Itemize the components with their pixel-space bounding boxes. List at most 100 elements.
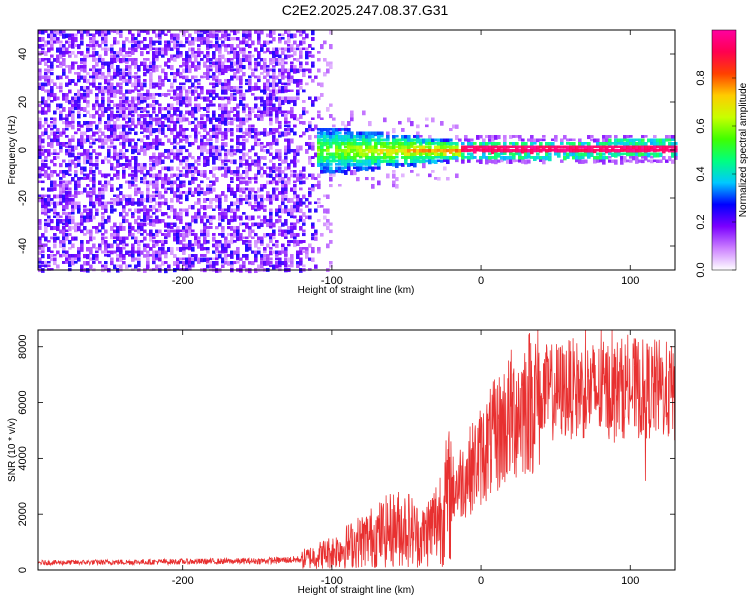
spectrogram-cell [239,124,243,129]
spectrogram-cell [320,82,324,88]
spectrogram-cell [275,117,279,121]
spectrogram-cell [101,89,105,95]
spectrogram-cell [197,198,201,203]
spectrogram-cell [143,72,147,77]
spectrogram-cell [275,82,279,87]
spectrogram-cell [245,103,249,108]
spectrogram-cell [674,152,678,157]
colorbar-ticks: 0.00.20.40.60.8 [695,70,736,278]
spectrogram-cell [56,47,60,53]
spectrogram-cell [122,100,126,104]
spectrogram-cell [428,149,432,154]
spectrogram-cell [224,82,228,87]
spectrogram-cell [101,86,105,91]
spectrogram-cell [650,142,654,145]
spectrogram-cell [98,243,102,249]
spectrogram-cell [239,86,243,89]
spectrogram-cell [56,86,60,90]
spectrogram-cell [209,184,213,188]
spectrogram-cell [284,121,288,124]
spectrogram-cell [95,226,99,230]
spectrogram-cell [113,166,117,171]
spectrogram-cell [674,145,678,151]
spectrogram-cell [386,135,390,140]
spectrogram-cell [635,156,639,161]
spectrogram-cell [191,215,195,219]
spectrogram-cell [665,145,669,150]
spectrogram-cell [236,68,240,74]
spectrogram-cell [86,128,90,133]
spectrogram-cell [170,149,174,154]
spectrogram-cell [245,82,249,86]
spectrogram-cell [206,247,210,251]
spectrogram-cell [302,201,306,205]
spectrogram-cell [137,121,141,126]
spectrogram-cell [146,96,150,100]
spectrogram-cell [38,222,42,226]
spectrogram-cell [68,226,72,232]
spectrogram-cell [314,208,318,213]
spectrogram-cell [296,254,300,260]
spectrogram-cell [224,33,228,39]
spectrogram-cell [497,135,501,140]
spectrogram-cell [62,187,66,193]
spectrogram-cell [299,226,303,231]
spectrogram-cell [74,44,78,48]
spectrogram-cell [53,156,57,161]
spectrogram-cell [185,170,189,175]
spectrogram-cell [191,194,195,197]
spectrogram-cell [101,61,105,67]
spectrogram-cell [278,208,282,213]
spectrogram-cell [152,138,156,142]
spectrogram-cell [308,44,312,48]
spectrogram-cell [68,100,72,105]
spectrogram-cell [254,208,258,212]
spectrogram-cell [302,121,306,125]
spectrogram-cell [152,219,156,224]
spectrogram-cell [218,243,222,248]
spectrogram-cell [359,159,363,165]
spectrogram-cell [131,243,135,248]
spectrogram-cell [110,82,114,87]
spectrogram-cell [659,142,663,147]
spectrogram-cell [182,44,186,48]
spectrogram-cell [188,191,192,195]
spectrogram-cell [341,128,345,131]
spectrogram-cell [236,184,240,190]
spectrogram-cell [185,229,189,234]
spectrogram-cell [152,152,156,157]
spectrogram-cell [287,208,291,214]
spectrogram-cell [227,51,231,55]
spectrogram-cell [242,180,246,185]
spectrogram-cell [212,166,216,171]
spectrogram-cell [155,40,159,44]
spectrogram-cell [236,177,240,182]
spectrogram-cell [296,243,300,247]
spectrogram-cell [191,261,195,266]
spectrogram-cell [140,166,144,171]
spectrogram-cell [305,54,309,60]
spectrogram-cell [290,198,294,203]
spectrogram-cell [209,219,213,222]
spectrogram-cell [98,103,102,108]
spectrogram-cell [125,96,129,102]
spectrogram-cell [185,54,189,59]
spectrogram-cell [575,156,579,160]
spectrogram-cell [149,131,153,136]
spectrogram-cell [293,205,297,209]
spectrogram-cell [248,86,252,91]
spectrogram-cell [134,250,138,254]
spectrogram-cell [425,156,429,159]
spectrogram-cell [125,100,129,105]
spectrogram-cell [170,180,174,186]
spectrogram-cell [395,184,399,189]
spectrogram-cell [62,184,66,189]
spectrogram-cell [260,156,264,160]
spectrogram-cell [527,149,531,153]
spectrogram-cell [407,117,411,123]
spectrogram-cell [113,264,117,270]
spectrogram-cell [188,254,192,259]
spectrogram-cell [101,215,105,220]
spectrogram-cell [53,261,57,266]
spectrogram-cell [149,229,153,235]
